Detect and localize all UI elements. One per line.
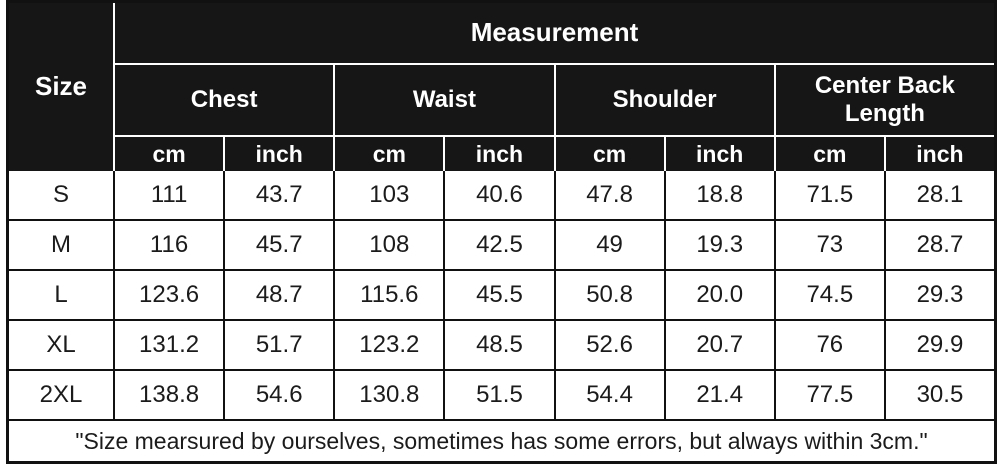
table-cell: 51.7 [225,321,334,369]
unit-header: cm [555,137,664,171]
size-chart-table: Size Measurement Chest Waist Shoulder Ce… [6,0,997,464]
table-cell: 54.6 [225,371,334,419]
table-cell: 18.8 [665,171,774,219]
footnote-row: "Size mearsured by ourselves, sometimes … [9,419,994,461]
table-body: S 111 43.7 103 40.6 47.8 18.8 71.5 28.1 … [9,171,994,419]
table-cell: 21.4 [665,371,774,419]
table-cell: 76 [775,321,884,369]
footnote-text: "Size mearsured by ourselves, sometimes … [75,427,928,454]
table-cell: 123.6 [115,271,224,319]
table-cell: 116 [115,221,224,269]
table-cell: 29.3 [885,271,994,319]
unit-header: cm [335,137,444,171]
table-cell: 138.8 [115,371,224,419]
table-cell: 42.5 [445,221,554,269]
table-cell: 130.8 [335,371,444,419]
row-label: L [9,271,113,319]
table-cell: 28.7 [885,221,994,269]
table-cell: 103 [335,171,444,219]
table-cell: 77.5 [775,371,884,419]
table-cell: 48.5 [445,321,554,369]
unit-header: inch [225,137,334,171]
table-cell: 40.6 [445,171,554,219]
table-cell: 47.8 [555,171,664,219]
table-cell: 49 [555,221,664,269]
table-cell: 19.3 [665,221,774,269]
column-group-center-back-length: Center Back Length [775,65,994,135]
table-cell: 29.9 [885,321,994,369]
table-cell: 43.7 [225,171,334,219]
row-label: XL [9,321,113,369]
size-corner-header: Size [9,3,113,171]
column-group-chest: Chest [115,65,334,135]
table-cell: 48.7 [225,271,334,319]
table-cell: 115.6 [335,271,444,319]
table-cell: 111 [115,171,224,219]
row-label: 2XL [9,371,113,419]
column-group-waist: Waist [335,65,554,135]
table-cell: 50.8 [555,271,664,319]
table-cell: 51.5 [445,371,554,419]
unit-header: inch [885,137,994,171]
column-group-shoulder: Shoulder [555,65,774,135]
unit-header: inch [445,137,554,171]
table-cell: 20.0 [665,271,774,319]
table-header: Size Measurement Chest Waist Shoulder Ce… [9,3,994,171]
row-label: S [9,171,113,219]
table-cell: 45.5 [445,271,554,319]
table-cell: 20.7 [665,321,774,369]
row-label: M [9,221,113,269]
table-cell: 28.1 [885,171,994,219]
unit-header: inch [665,137,774,171]
table-cell: 74.5 [775,271,884,319]
table-cell: 45.7 [225,221,334,269]
table-cell: 131.2 [115,321,224,369]
table-cell: 123.2 [335,321,444,369]
unit-header: cm [115,137,224,171]
table-cell: 73 [775,221,884,269]
table-cell: 71.5 [775,171,884,219]
unit-header: cm [775,137,884,171]
table-cell: 52.6 [555,321,664,369]
measurement-header: Measurement [115,3,994,63]
table-cell: 54.4 [555,371,664,419]
table-cell: 108 [335,221,444,269]
table-cell: 30.5 [885,371,994,419]
